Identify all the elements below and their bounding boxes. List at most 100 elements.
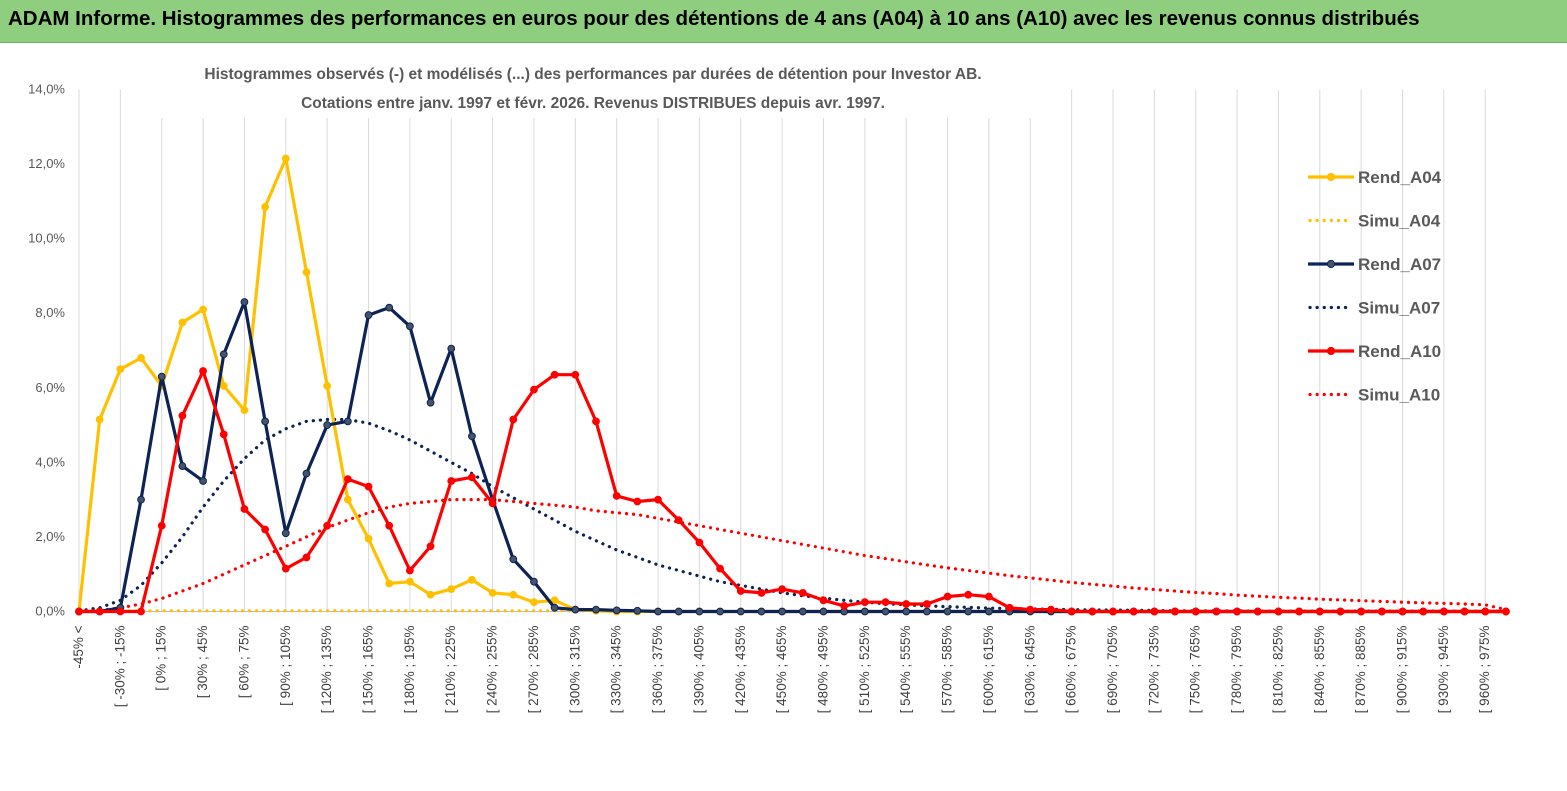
data-point-Rend_A10 [343, 475, 352, 484]
data-point-Rend_A10 [240, 505, 249, 513]
data-point-Rend_A04 [137, 354, 145, 362]
data-point-Rend_A04 [323, 382, 332, 390]
plot-area [75, 154, 1510, 616]
data-point-Rend_A07 [778, 607, 787, 616]
legend-marker-Rend_A10 [1326, 346, 1336, 356]
data-point-Rend_A07 [757, 607, 766, 616]
data-point-Rend_A04 [385, 579, 394, 588]
data-point-Rend_A07 [530, 577, 538, 586]
data-point-Rend_A10 [1377, 607, 1386, 616]
data-point-Rend_A10 [902, 600, 911, 608]
data-point-Rend_A07 [240, 298, 249, 306]
data-point-Rend_A04 [447, 585, 456, 594]
data-point-Rend_A10 [530, 385, 538, 394]
data-point-Rend_A10 [674, 516, 683, 525]
y-tick-label: 2,0% [35, 529, 65, 544]
data-point-Rend_A10 [468, 473, 476, 482]
data-point-Rend_A10 [219, 430, 228, 439]
x-tick-label: [ 690% ; 705% [1105, 626, 1120, 714]
x-tick-label: [ 420% ; 435% [733, 626, 748, 714]
data-point-Rend_A07 [571, 605, 580, 614]
data-point-Rend_A10 [405, 566, 414, 575]
data-point-Rend_A04 [219, 382, 228, 390]
data-point-Rend_A07 [860, 607, 869, 616]
x-tick-label: [ 750% ; 765% [1188, 626, 1203, 714]
x-tick-label: [ 450% ; 465% [774, 626, 789, 714]
data-point-Rend_A07 [674, 607, 683, 616]
x-tick-label: [ 480% ; 495% [815, 626, 830, 714]
data-point-Rend_A07 [426, 398, 435, 407]
x-tick-label: [ 600% ; 615% [981, 625, 996, 713]
series-Rend_A04 [75, 154, 1510, 616]
y-tick-label: 0,0% [35, 604, 65, 619]
data-point-Rend_A04 [261, 203, 270, 211]
data-point-Rend_A10 [1129, 607, 1138, 616]
x-tick-label: [ 720% ; 735% [1146, 626, 1161, 714]
x-tick-label: [ 900% ; 915% [1395, 626, 1410, 714]
data-point-Rend_A07 [302, 469, 311, 478]
x-tick-label: [ 120% ; 135% [319, 626, 334, 714]
data-point-Rend_A10 [798, 588, 807, 597]
data-point-Rend_A10 [95, 607, 104, 616]
report-title: ADAM Informe. Histogrammes des performan… [8, 7, 1420, 30]
data-point-Rend_A07 [199, 477, 207, 485]
data-point-Rend_A10 [157, 521, 166, 530]
data-point-Rend_A10 [385, 521, 394, 530]
data-point-Rend_A07 [447, 344, 456, 353]
data-point-Rend_A07 [654, 607, 662, 616]
data-point-Rend_A10 [1502, 607, 1510, 616]
x-tick-label: [ 930% ; 945% [1436, 626, 1451, 714]
x-tick-label: [ 810% ; 825% [1270, 626, 1285, 714]
data-point-Rend_A07 [405, 322, 414, 331]
data-point-Rend_A10 [778, 585, 787, 594]
data-point-Rend_A10 [757, 588, 766, 597]
performance-histogram-chart: 0,0% 2,0% 4,0% 6,0% 8,0% 10,0% 12,0% 14,0% -45%… [28, 58, 1510, 713]
data-point-Rend_A04 [95, 415, 104, 424]
data-point-Rend_A07 [385, 303, 394, 312]
data-point-Rend_A10 [281, 564, 290, 573]
x-tick-label: [ 90% ; 105% [278, 626, 293, 706]
data-point-Rend_A07 [633, 606, 642, 615]
data-point-Rend_A10 [1481, 607, 1490, 616]
data-point-Rend_A10 [1047, 605, 1055, 614]
x-tick-label: [ 210% ; 225% [443, 626, 458, 714]
data-point-Rend_A10 [633, 497, 642, 506]
data-point-Rend_A07 [509, 555, 518, 564]
x-tick-label: [ 840% ; 855% [1312, 626, 1327, 714]
data-point-Rend_A10 [985, 592, 993, 601]
legend-item-Rend_A10: Rend_A10 [1308, 342, 1441, 361]
y-tick-label: 4,0% [35, 454, 65, 469]
data-point-Rend_A07 [902, 607, 911, 616]
y-tick-label: 8,0% [35, 305, 65, 320]
x-axis-tick-labels: -45% < [ -30% ; -15% [ 0% ; 15% [ 30% ; 45%… [71, 625, 1492, 713]
legend-label-Rend_A07: Rend_A07 [1358, 255, 1441, 274]
data-point-Rend_A10 [695, 538, 704, 547]
data-point-Rend_A07 [943, 607, 952, 616]
x-tick-label: [ 180% ; 195% [402, 626, 417, 714]
x-tick-label: [ 630% ; 645% [1022, 626, 1037, 714]
data-point-Rend_A07 [592, 605, 600, 614]
data-point-Rend_A10 [592, 417, 600, 426]
legend-item-Simu_A04: Simu_A04 [1308, 212, 1441, 231]
data-point-Rend_A10 [364, 482, 373, 491]
data-point-Rend_A10 [75, 607, 83, 616]
x-tick-label: [ 510% ; 525% [857, 626, 872, 714]
data-point-Rend_A10 [860, 598, 869, 607]
x-tick-label: [ 960% ; 975% [1477, 626, 1492, 714]
data-point-Rend_A10 [1419, 607, 1428, 616]
legend-label-Simu_A07: Simu_A07 [1358, 299, 1440, 318]
legend-marker-Rend_A04 [1326, 172, 1336, 182]
data-point-Rend_A10 [819, 596, 828, 605]
y-tick-label: 12,0% [28, 156, 65, 171]
legend-label-Simu_A04: Simu_A04 [1358, 212, 1441, 231]
data-point-Rend_A07 [261, 417, 270, 426]
data-point-Rend_A10 [1253, 607, 1262, 616]
legend-item-Rend_A07: Rend_A07 [1308, 255, 1441, 274]
legend-label-Rend_A10: Rend_A10 [1358, 342, 1441, 361]
data-point-Rend_A10 [1460, 607, 1469, 616]
data-point-Rend_A04 [364, 534, 373, 543]
chart-title-background [150, 58, 1036, 118]
data-point-Rend_A10 [943, 592, 952, 601]
data-point-Rend_A10 [1439, 607, 1448, 616]
data-point-Rend_A07 [137, 495, 145, 504]
